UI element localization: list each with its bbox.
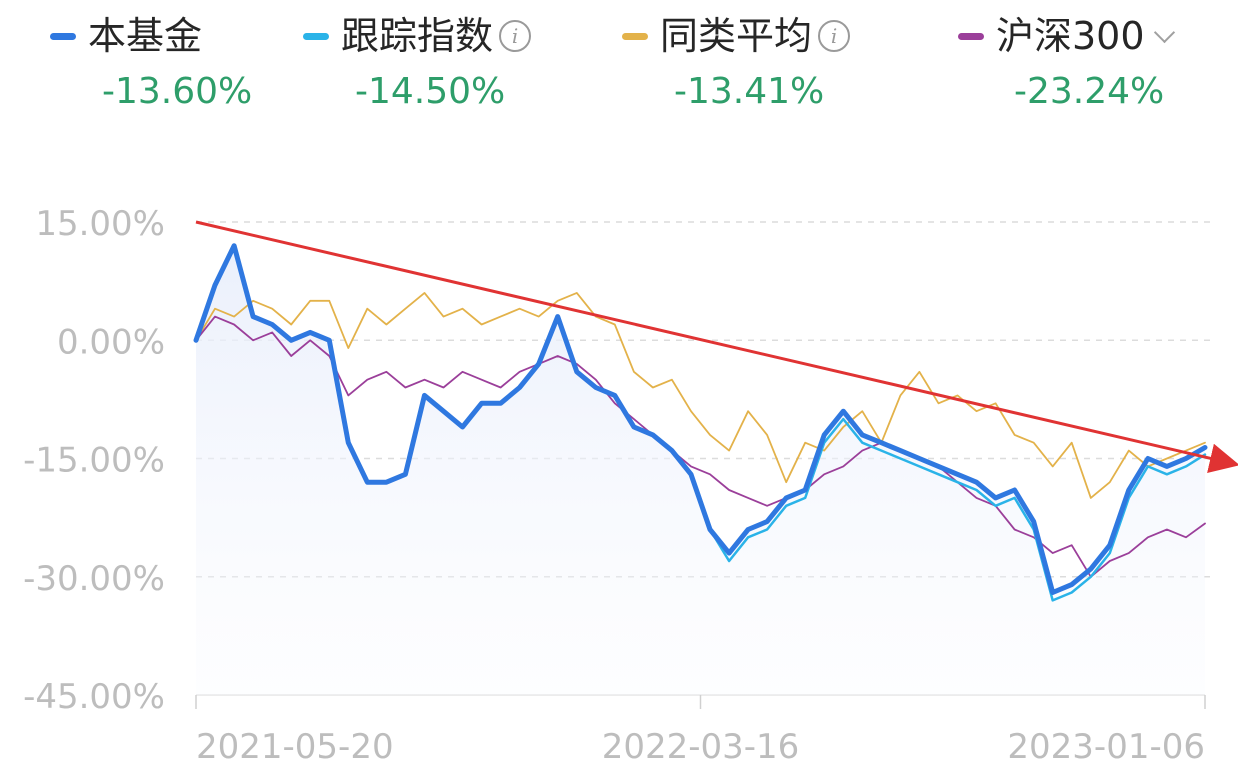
y-axis: 15.00% 0.00% -15.00% -30.00% -45.00% [23,204,165,717]
trend-annotation [195,220,1238,473]
legend: 本基金 -13.60% 跟踪指数 i -14.50% 同类平均 i -13.41… [0,0,1238,140]
y-tick-label: -15.00% [23,441,165,481]
fund-area-fill [196,245,1205,695]
legend-value: -13.60% [102,71,253,112]
series-line-0 [195,292,1206,499]
legend-item-category-average[interactable]: 同类平均 i -13.41% [622,8,851,114]
legend-label: 沪深300 [996,14,1145,58]
legend-value: -23.24% [1014,71,1165,112]
y-tick-label: 0.00% [57,322,165,362]
y-tick-label: -45.00% [23,677,165,717]
legend-swatch [50,32,76,40]
legend-item-tracking-index[interactable]: 跟踪指数 i -14.50% [303,8,532,114]
x-tick-label: 2021-05-20 [196,727,394,765]
y-tick-label: -30.00% [23,559,165,599]
x-axis: 2021-05-20 2022-03-16 2023-01-06 [195,694,1206,765]
legend-label: 本基金 [88,14,203,58]
trend-arrow [195,220,1238,473]
legend-label: 同类平均 [660,14,813,58]
legend-item-csi300[interactable]: 沪深300 -23.24% [958,8,1175,114]
x-tick-label: 2022-03-16 [602,727,800,765]
info-circle-icon[interactable]: i [499,20,532,52]
legend-item-fund[interactable]: 本基金 -13.60% [50,8,252,114]
legend-label: 跟踪指数 [341,14,494,58]
x-tick-label: 2023-01-06 [1007,727,1205,765]
legend-swatch [622,32,648,40]
info-circle-icon[interactable]: i [818,20,851,52]
legend-value: -13.41% [674,71,825,112]
legend-value: -14.50% [355,71,506,112]
y-tick-label: 15.00% [35,204,165,244]
series-line-3 [193,243,1208,595]
series-layer [193,243,1208,602]
fund-area [196,245,1205,695]
legend-swatch [303,32,329,40]
legend-swatch [958,32,984,40]
